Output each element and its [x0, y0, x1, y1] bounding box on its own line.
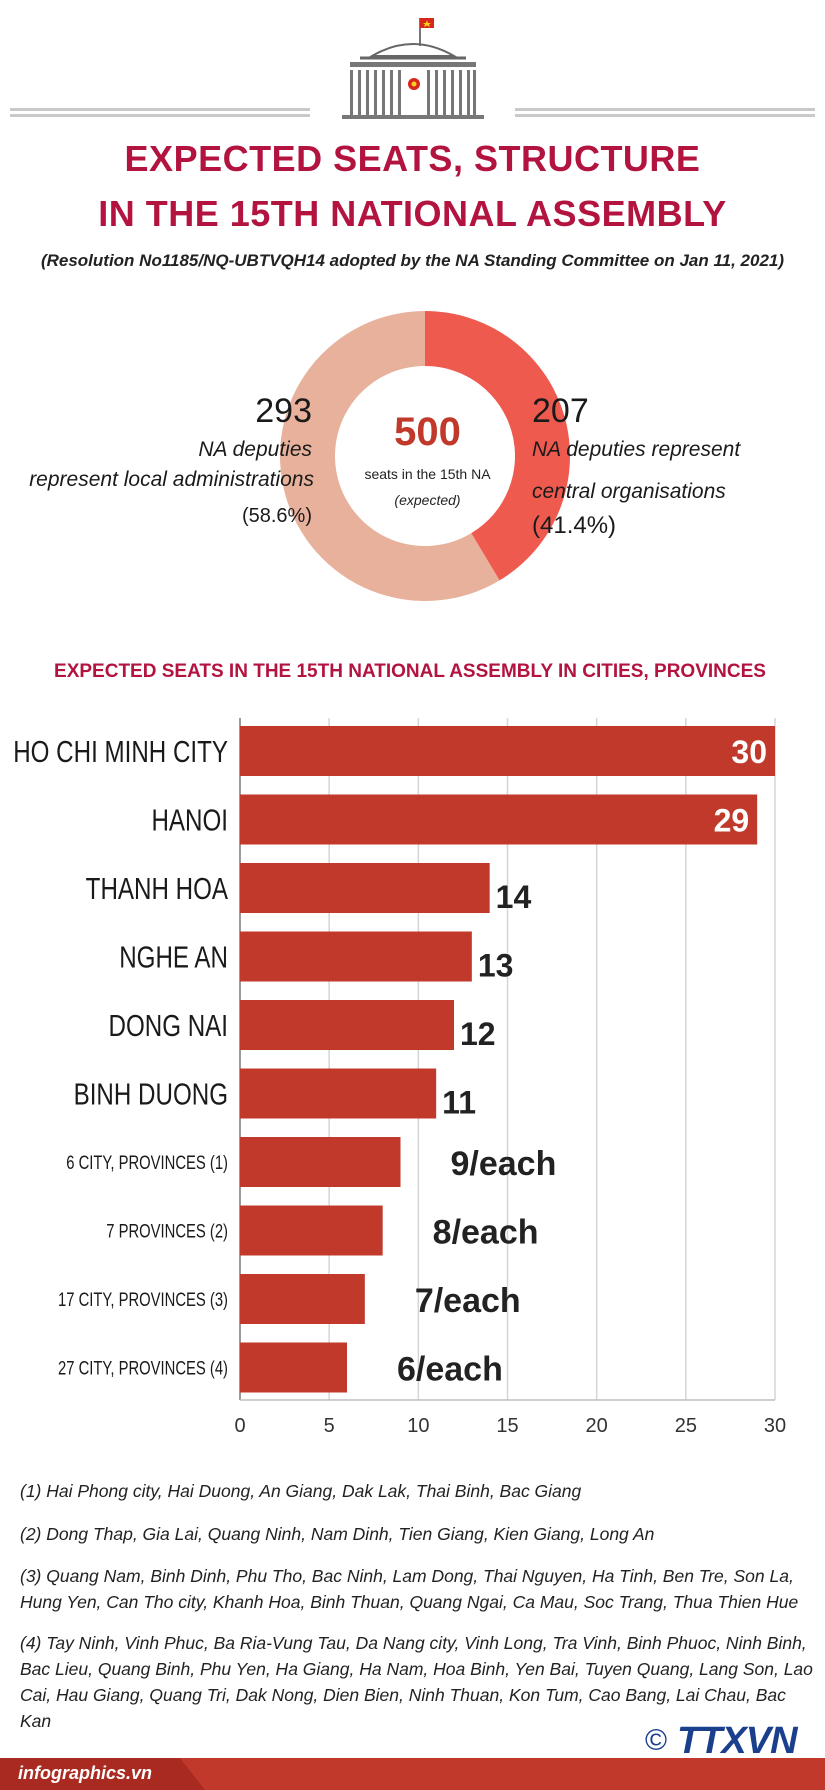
- donut-total: 500: [394, 410, 461, 454]
- x-tick-label: 15: [496, 1415, 518, 1437]
- bar: [240, 1137, 401, 1187]
- x-tick-label: 10: [407, 1415, 429, 1437]
- bar-category-label: NGHE AN: [119, 940, 228, 975]
- agency-logo-text: TTXVN: [677, 1720, 798, 1762]
- local-deputies-pct: (58.6%): [241, 505, 312, 527]
- bar-category-label: 7 PROVINCES (2): [106, 1221, 228, 1242]
- chart-category-labels: HO CHI MINH CITY HANOI THANH HOA NGHE AN DON…: [13, 734, 228, 1379]
- bar-value-label: 29: [714, 803, 750, 839]
- bar: [240, 931, 472, 982]
- donut-center-note: (expected): [394, 492, 461, 508]
- bar-value-label: 14: [496, 879, 532, 915]
- bar-category-label: THANH HOA: [86, 871, 229, 906]
- local-deputies-label-line2: represent local administrations: [29, 468, 314, 491]
- bar-value-label: 13: [478, 948, 514, 984]
- donut-chart: [280, 311, 570, 601]
- bar-category-label: BINH DUONG: [74, 1077, 228, 1112]
- footnote-3: (3) Quang Nam, Binh Dinh, Phu Tho, Bac N…: [20, 1566, 799, 1612]
- assembly-building-icon: [342, 18, 484, 119]
- bar-value-label: 12: [460, 1016, 496, 1052]
- bar: [240, 726, 775, 776]
- bar-value-label: 8/each: [433, 1214, 539, 1252]
- agency-logo-subtitle: Vietnam News Agency: [743, 1760, 813, 1767]
- chart-x-axis: 0 5 10 15 20 25 30: [234, 1415, 786, 1437]
- bar-value-label: 30: [731, 734, 767, 770]
- x-tick-label: 20: [586, 1415, 608, 1437]
- donut-slices: [280, 311, 570, 601]
- subtitle: (Resolution No1185/NQ-UBTVQH14 adopted b…: [40, 251, 785, 270]
- bar-chart: HO CHI MINH CITY HANOI THANH HOA NGHE AN DON…: [13, 718, 786, 1437]
- bar-category-label: 27 CITY, PROVINCES (4): [58, 1358, 228, 1379]
- bar: [240, 1000, 454, 1050]
- bar-value-label: 9/each: [451, 1145, 557, 1183]
- footnote-1: (1) Hai Phong city, Hai Duong, An Giang,…: [20, 1481, 582, 1501]
- central-deputies-pct: (41.4%): [532, 512, 617, 539]
- bar: [240, 863, 490, 913]
- local-deputies-label-line1: NA deputies: [198, 438, 312, 461]
- donut-center-label: seats in the 15th NA: [364, 466, 491, 482]
- local-deputies-count: 293: [255, 392, 312, 430]
- bar: [240, 1068, 437, 1119]
- bar: [240, 1342, 347, 1393]
- x-tick-label: 5: [324, 1415, 335, 1437]
- chart-bars: [240, 726, 775, 1393]
- bar: [240, 1274, 365, 1324]
- central-deputies-count: 207: [532, 392, 589, 430]
- x-tick-label: 25: [675, 1415, 697, 1437]
- bar-category-label: DONG NAI: [109, 1008, 228, 1043]
- bar-value-label: 6/each: [397, 1351, 503, 1389]
- bar-value-label: 11: [442, 1085, 476, 1121]
- footer-left-tab: [0, 1758, 205, 1790]
- site-link[interactable]: infographics.vn: [18, 1763, 153, 1783]
- bar: [240, 794, 758, 845]
- x-tick-label: 0: [234, 1415, 245, 1437]
- page-title-line1: EXPECTED SEATS, STRUCTURE: [124, 138, 701, 179]
- chart-value-labels: 30 29 14 13 12 11 9/each 8/each 7/each 6/each: [397, 734, 767, 1389]
- bar-value-label: 7/each: [415, 1282, 521, 1320]
- footnote-4: (4) Tay Ninh, Vinh Phuc, Ba Ria-Vung Tau…: [20, 1633, 813, 1731]
- bar-chart-title: EXPECTED SEATS IN THE 15TH NATIONAL ASSE…: [54, 661, 766, 682]
- page-title-line2: IN THE 15TH NATIONAL ASSEMBLY: [98, 193, 727, 234]
- bar-category-label: 17 CITY, PROVINCES (3): [58, 1289, 228, 1310]
- copyright-icon: ©: [645, 1724, 668, 1757]
- bar: [240, 1205, 383, 1256]
- bar-category-label: HO CHI MINH CITY: [13, 734, 228, 769]
- footnote-2: (2) Dong Thap, Gia Lai, Quang Ninh, Nam …: [20, 1524, 655, 1544]
- bar-category-label: 6 CITY, PROVINCES (1): [66, 1152, 228, 1173]
- central-deputies-label-line2: central organisations: [532, 480, 726, 503]
- x-tick-label: 30: [764, 1415, 786, 1437]
- bar-category-label: HANOI: [151, 803, 228, 838]
- central-deputies-label-line1: NA deputies represent: [532, 438, 741, 461]
- donut-slice-central: [425, 311, 570, 581]
- donut-slice-local: [280, 311, 500, 601]
